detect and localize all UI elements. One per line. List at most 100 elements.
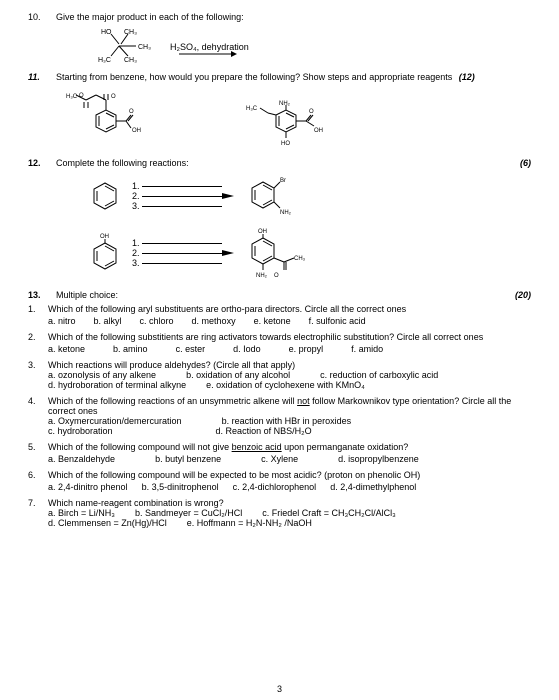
- q12-a1: 1.: [132, 181, 140, 191]
- svg-text:OH: OH: [314, 128, 323, 134]
- q12-body: Complete the following reactions: (6): [56, 158, 531, 168]
- mc2-f: f. amido: [351, 344, 383, 354]
- q11-structure-1: O O H₃C O OH: [66, 90, 156, 152]
- svg-text:O: O: [129, 109, 134, 115]
- mc5-text-u: benzoic acid: [232, 442, 282, 452]
- q11-text: Starting from benzene, how would you pre…: [56, 72, 452, 82]
- mc1-b: b. alkyl: [94, 316, 122, 326]
- mc6-num: 6.: [28, 470, 48, 492]
- mc4-a: a. Oxymercuration/demercuration: [48, 416, 182, 426]
- mc1-a: a. nitro: [48, 316, 76, 326]
- q13-text: Multiple choice:: [56, 290, 118, 300]
- mc5-text-a: Which of the following compound will not…: [48, 442, 232, 452]
- q12-b2: 2.: [132, 248, 140, 258]
- mc4-num: 4.: [28, 396, 48, 436]
- multiple-choice-block: 1. Which of the following aryl substitue…: [28, 304, 531, 528]
- mc5-d: d. isopropylbenzene: [338, 454, 419, 464]
- mc2-b: b. amino: [113, 344, 148, 354]
- mc7-e: e. Hoffmann = H₂N-NH₂ /NaOH: [187, 518, 312, 528]
- mc-5: 5. Which of the following compound will …: [28, 442, 531, 464]
- mc6-a: a. 2,4-dinitro phenol: [48, 482, 128, 492]
- question-13: 13. Multiple choice: (20): [28, 290, 531, 300]
- q11-points: (12): [459, 72, 475, 82]
- mc7-c: c. Friedel Craft = CH₃CH₂Cl/AlCl₃: [262, 508, 396, 518]
- question-12: 12. Complete the following reactions: (6…: [28, 158, 531, 168]
- mc7-num: 7.: [28, 498, 48, 528]
- mc5-text-b: upon permanganate oxidation?: [282, 442, 409, 452]
- mc-7: 7. Which name-reagent combination is wro…: [28, 498, 531, 528]
- q12-points: (6): [520, 158, 531, 168]
- q12-a2: 2.: [132, 191, 140, 201]
- svg-text:O: O: [274, 273, 279, 279]
- svg-text:CH₃: CH₃: [294, 256, 306, 262]
- mc1-e: e. ketone: [254, 316, 291, 326]
- arrow-icon: [179, 49, 239, 59]
- q10-structure: HO CH₃ CH₃ H₃C CH₃: [86, 26, 156, 68]
- svg-text:Br: Br: [280, 178, 286, 184]
- mc3-b: b. oxidation of any alcohol: [186, 370, 290, 380]
- mc7-a: a. Birch = Li/NH₃: [48, 508, 115, 518]
- mc-3: 3. Which reactions will produce aldehyde…: [28, 360, 531, 390]
- mc4-d: d. Reaction of NBS/H₂O: [216, 426, 312, 436]
- svg-text:CH₃: CH₃: [138, 44, 151, 51]
- mc-1: 1. Which of the following aryl substitue…: [28, 304, 531, 326]
- q13-body: Multiple choice: (20): [56, 290, 531, 300]
- svg-text:CH₃: CH₃: [124, 29, 137, 36]
- mc4-b: b. reaction with HBr in peroxides: [222, 416, 352, 426]
- mc7-b: b. Sandmeyer = CuCl₂/HCl: [135, 508, 242, 518]
- product-1-icon: Br NH₂: [246, 174, 296, 218]
- mc6-b: b. 3,5-dinitrophenol: [142, 482, 219, 492]
- mc5-num: 5.: [28, 442, 48, 464]
- mc-6: 6. Which of the following compound will …: [28, 470, 531, 492]
- mc6-d: d. 2,4-dimethylphenol: [330, 482, 416, 492]
- mc4-c: c. hydroboration: [48, 426, 113, 436]
- mc4-text-a: Which of the following reactions of an u…: [48, 396, 297, 406]
- q13-points: (20): [515, 290, 531, 300]
- q11-number: 11.: [28, 72, 56, 152]
- mc5-c: c. Xylene: [261, 454, 298, 464]
- mc4-text-not: not: [297, 396, 310, 406]
- q12-b1: 1.: [132, 238, 140, 248]
- q12-number: 12.: [28, 158, 56, 168]
- svg-text:O: O: [111, 94, 116, 100]
- svg-text:H₃C: H₃C: [66, 94, 78, 100]
- mc7-d: d. Clemmensen = Zn(Hg)/HCl: [48, 518, 167, 528]
- q11-body: Starting from benzene, how would you pre…: [56, 72, 531, 152]
- mc6-text: Which of the following compound will be …: [48, 470, 531, 480]
- mc5-text: Which of the following compound will not…: [48, 442, 531, 452]
- benzene-icon: [88, 179, 122, 213]
- svg-text:HO: HO: [101, 29, 112, 36]
- q12-text: Complete the following reactions:: [56, 158, 189, 168]
- mc3-text: Which reactions will produce aldehydes? …: [48, 360, 531, 370]
- mc1-num: 1.: [28, 304, 48, 326]
- svg-text:NH₂: NH₂: [279, 101, 291, 107]
- mc3-e: e. oxidation of cyclohexene with KMnO₄: [206, 380, 365, 390]
- q13-number: 13.: [28, 290, 56, 300]
- mc5-a: a. Benzaldehyde: [48, 454, 115, 464]
- mc2-e: e. propyl: [289, 344, 324, 354]
- mc7-text: Which name-reagent combination is wrong?: [48, 498, 531, 508]
- mc2-d: d. Iodo: [233, 344, 261, 354]
- mc1-text: Which of the following aryl substituents…: [48, 304, 531, 314]
- mc-2: 2. Which of the following substitients a…: [28, 332, 531, 354]
- q11-structure-2: NH₂ H₃C HO O OH: [246, 90, 346, 152]
- question-11: 11. Starting from benzene, how would you…: [28, 72, 531, 152]
- mc2-a: a. ketone: [48, 344, 85, 354]
- mc6-c: c. 2,4-dichlorophenol: [233, 482, 317, 492]
- svg-text:CH₃: CH₃: [124, 57, 137, 64]
- svg-text:HO: HO: [281, 141, 290, 147]
- svg-text:NH₂: NH₂: [280, 210, 292, 216]
- mc3-a: a. ozonolysis of any alkene: [48, 370, 156, 380]
- page-number: 3: [277, 684, 282, 694]
- mc3-num: 3.: [28, 360, 48, 390]
- svg-text:H₃C: H₃C: [98, 57, 111, 64]
- mc-4: 4. Which of the following reactions of a…: [28, 396, 531, 436]
- mc1-c: c. chloro: [140, 316, 174, 326]
- q12-a3: 3.: [132, 201, 140, 211]
- product-2-icon: OH NH₂ O CH₃: [246, 226, 316, 280]
- mc1-f: f. sulfonic acid: [309, 316, 366, 326]
- phenol-icon: OH: [88, 231, 122, 275]
- question-10: 10. Give the major product in each of th…: [28, 12, 531, 68]
- mc1-d: d. methoxy: [192, 316, 236, 326]
- svg-text:O: O: [309, 109, 314, 115]
